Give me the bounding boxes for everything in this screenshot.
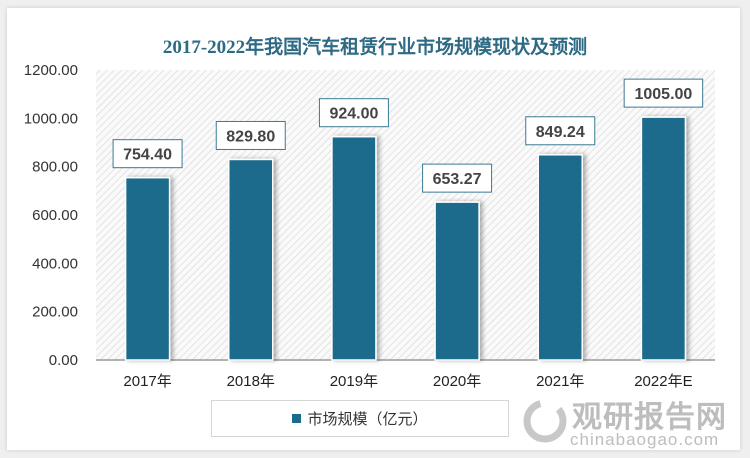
bar xyxy=(331,135,377,361)
y-tick-label: 1000.00 xyxy=(24,110,78,127)
watermark-en: chinabaogao.com xyxy=(570,430,720,449)
plot-area xyxy=(96,70,715,360)
y-tick-label: 0.00 xyxy=(49,352,78,369)
data-label: 924.00 xyxy=(329,106,378,123)
x-tick-label: 2019年 xyxy=(330,373,378,390)
legend-label: 市场规模（亿元） xyxy=(307,411,428,428)
bar xyxy=(640,116,687,361)
y-tick-label: 1200.00 xyxy=(24,62,78,79)
bar xyxy=(228,158,274,361)
data-label-box xyxy=(623,78,704,108)
data-label-box xyxy=(525,116,596,146)
x-tick-label: 2021年 xyxy=(536,373,584,390)
data-label: 754.40 xyxy=(123,147,172,164)
data-label-box xyxy=(422,163,493,193)
y-tick-label: 400.00 xyxy=(32,255,78,272)
bar xyxy=(124,176,171,361)
legend: 市场规模（亿元） xyxy=(211,400,509,437)
y-tick-label: 600.00 xyxy=(32,207,78,224)
data-label: 829.80 xyxy=(226,128,275,145)
data-label-box xyxy=(112,139,183,169)
x-tick-label: 2020年 xyxy=(433,373,481,390)
data-label: 653.27 xyxy=(433,171,482,188)
y-tick-label: 800.00 xyxy=(32,159,78,176)
legend-swatch xyxy=(292,414,302,423)
x-tick-label: 2018年 xyxy=(227,373,275,390)
y-tick-label: 200.00 xyxy=(32,304,78,321)
x-tick-label: 2022年E xyxy=(634,373,692,390)
bar xyxy=(434,201,480,361)
x-tick-label: 2017年 xyxy=(123,373,171,390)
bar xyxy=(537,154,583,361)
data-label: 849.24 xyxy=(536,124,585,141)
data-label-box xyxy=(318,98,389,128)
chart-title: 2017-2022年我国汽车租赁行业市场规模现状及预测 xyxy=(162,37,588,58)
data-label-box xyxy=(215,120,286,150)
watermark-cn: 观研报告网 xyxy=(572,401,727,434)
data-label: 1005.00 xyxy=(634,86,692,103)
